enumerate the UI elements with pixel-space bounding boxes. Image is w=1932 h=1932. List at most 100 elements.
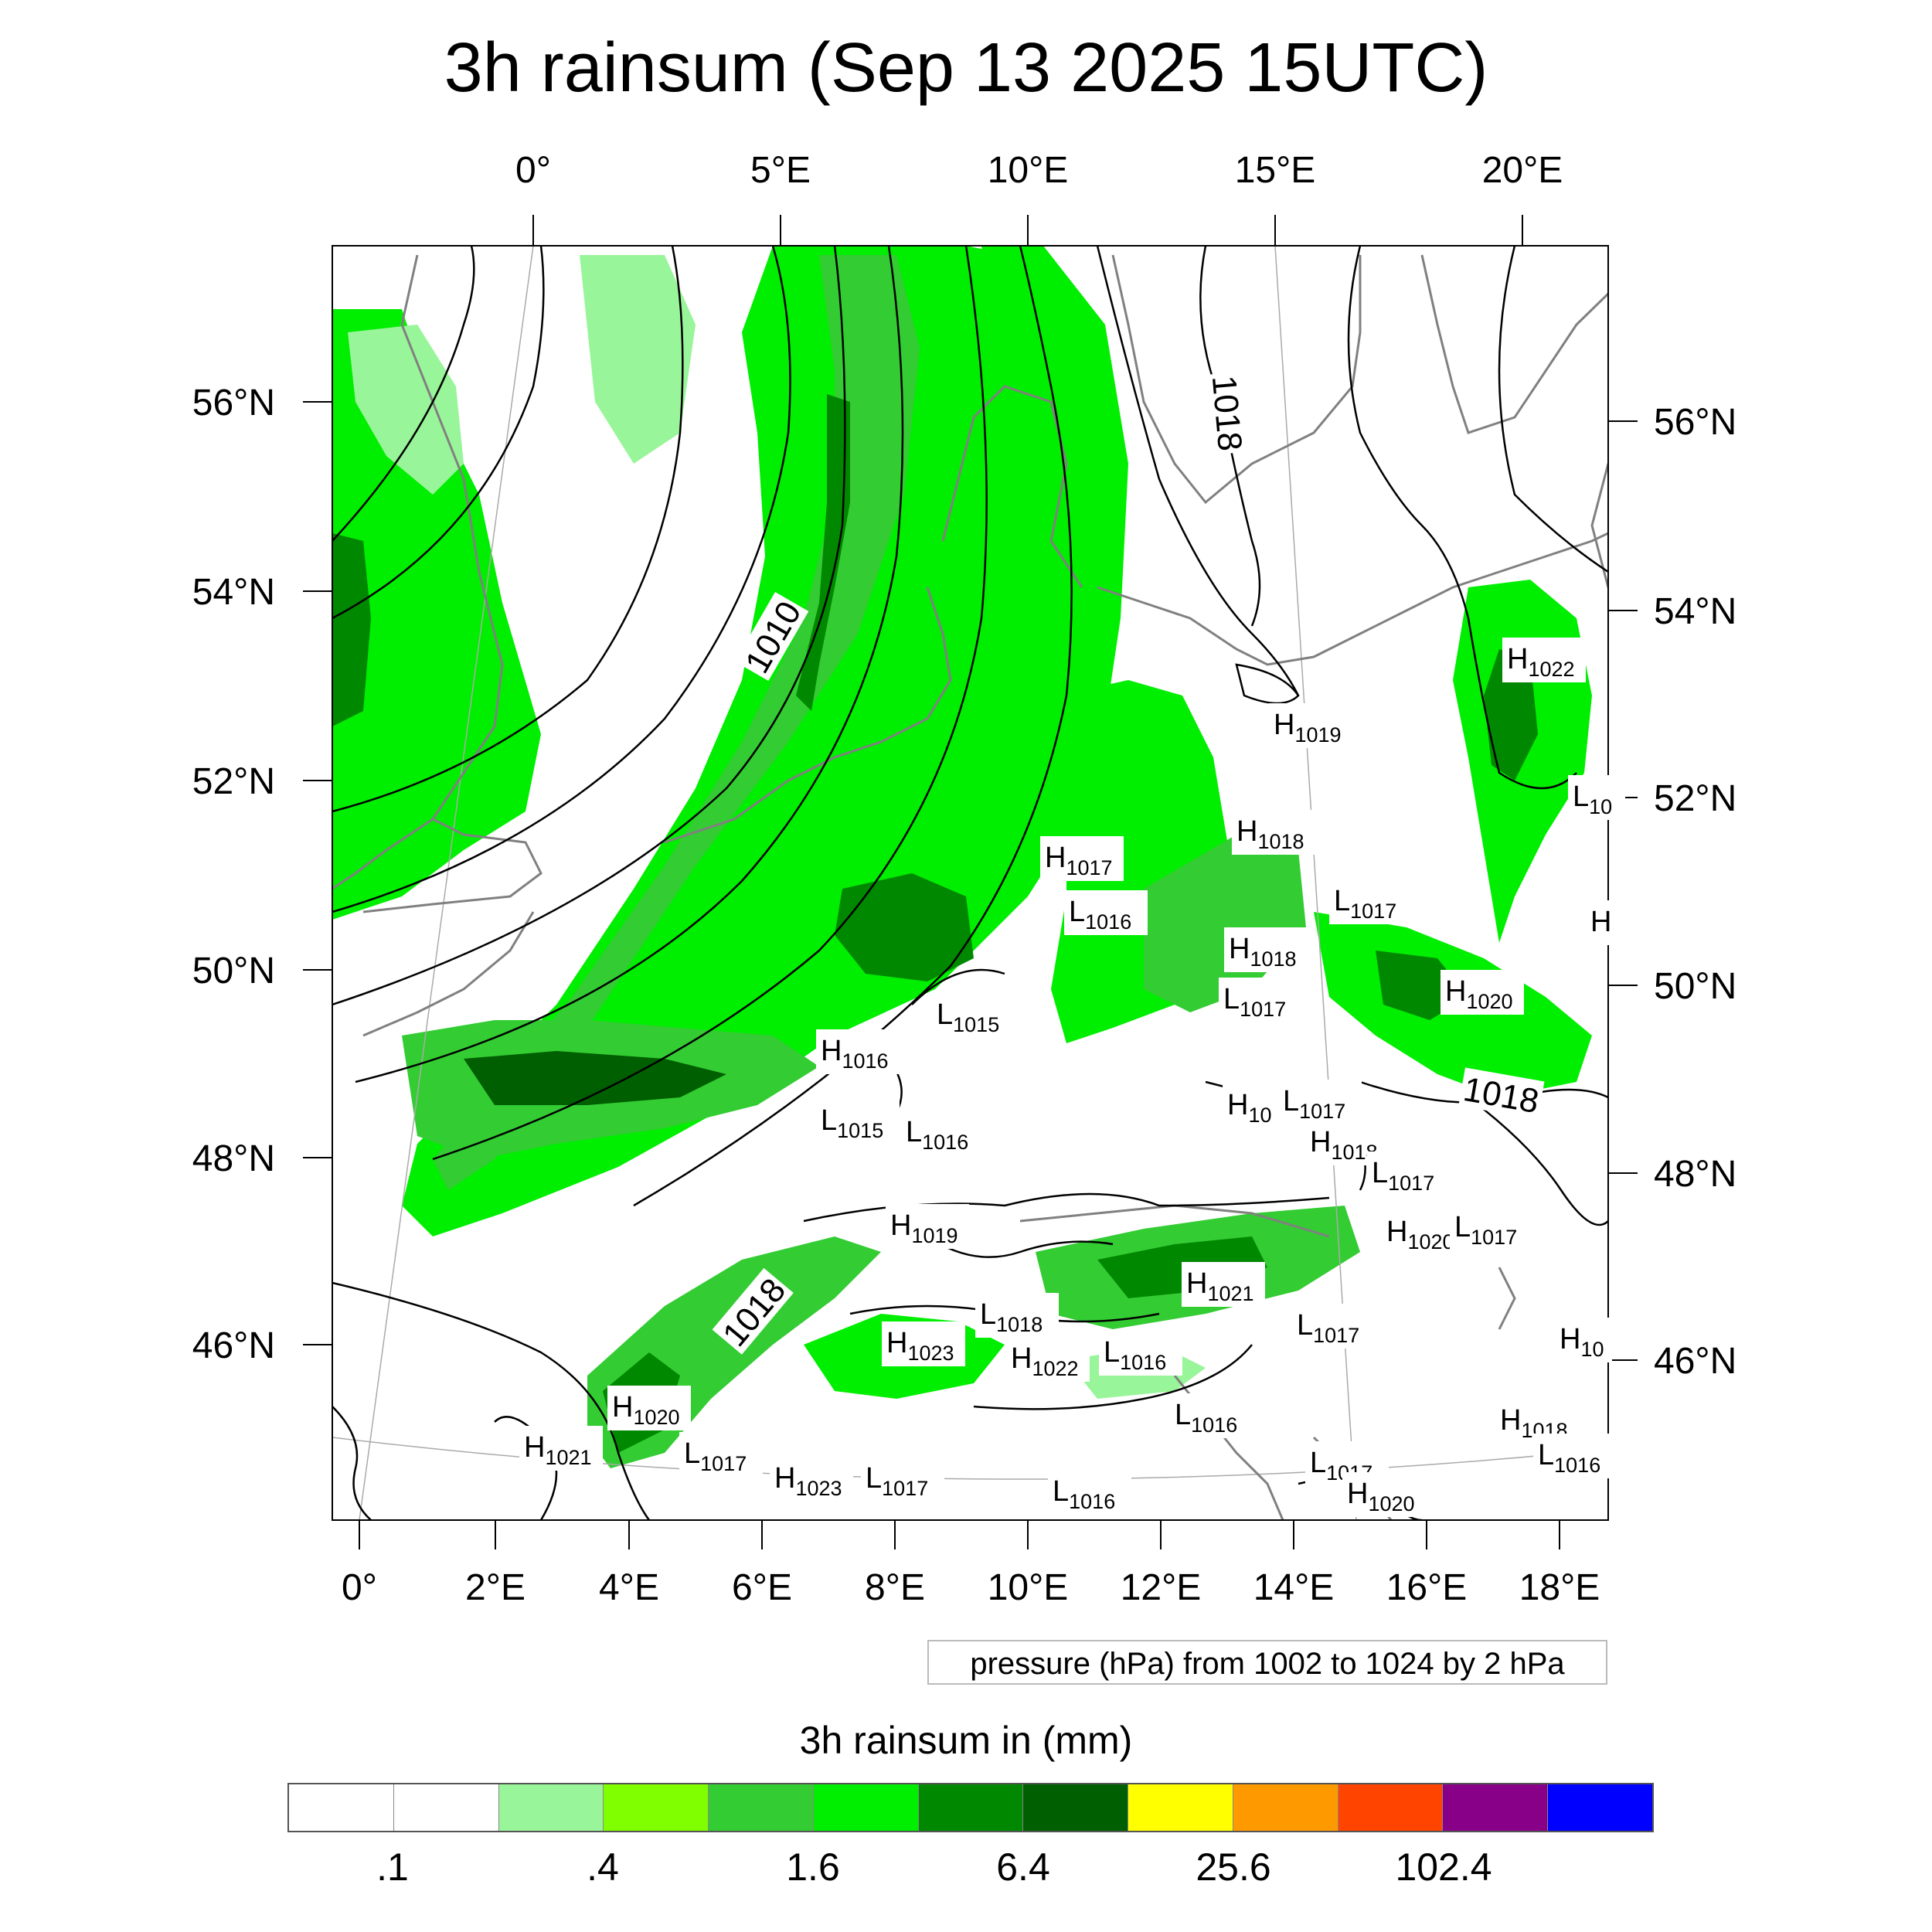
map-plot-area — [332, 246, 1608, 1520]
top-lon-label: 5°E — [750, 150, 811, 191]
rain-west-strip — [332, 309, 541, 920]
ticks — [303, 215, 1638, 1549]
colorbar-segment — [1233, 1784, 1338, 1831]
colorbar-segment — [918, 1784, 1024, 1831]
bottom-lon-label: 4°E — [599, 1567, 659, 1608]
high-pressure-label: H1016 — [816, 1029, 900, 1074]
plot-frame — [332, 245, 1609, 1521]
colorbar-segment — [1338, 1784, 1444, 1831]
colorbar-segment — [393, 1784, 499, 1831]
pressure-center-text: L1015 — [821, 1104, 883, 1142]
low-pressure-label: L1017 — [1450, 1206, 1533, 1250]
high-pressure-label: H1022 — [1006, 1337, 1090, 1382]
bottom-lon-label: 10°E — [988, 1567, 1069, 1608]
low-pressure-label: L1017 — [1278, 1080, 1362, 1124]
rain-france-dark — [464, 1051, 726, 1105]
high-pressure-label: H1019 — [1269, 703, 1352, 748]
pressure-center-text: L1018 — [980, 1298, 1043, 1336]
colorbar-tick-label: .4 — [587, 1845, 619, 1889]
low-pressure-label: L1016 — [1099, 1331, 1182, 1376]
right-lat-labels: 56°N 54°N 52°N 50°N 48°N 46°N — [1654, 402, 1736, 1382]
pressure-center-text: H1017 — [1045, 842, 1113, 879]
colorbar-segment — [1443, 1784, 1549, 1831]
high-pressure-label: H1020 — [607, 1386, 691, 1430]
pressure-center-text: H10 — [1560, 1323, 1604, 1361]
left-lat-label: 50°N — [192, 951, 275, 992]
pressure-center-text: H1018 — [1229, 933, 1297, 971]
low-pressure-label: L1017 — [861, 1457, 944, 1502]
pressure-center-text: L1016 — [1104, 1336, 1166, 1374]
pressure-center-text: L1017 — [1223, 983, 1286, 1021]
low-pressure-label: L1015 — [932, 993, 1015, 1038]
bottom-lon-label: 0° — [342, 1567, 377, 1608]
high-pressure-label: H10 — [1223, 1083, 1280, 1128]
bottom-lon-labels: 0° 2°E 4°E 6°E 8°E 10°E 12°E 14°E 16°E 1… — [342, 1567, 1600, 1608]
rain-scotland-light — [348, 325, 464, 495]
colorbar — [287, 1783, 1654, 1832]
low-pressure-label: L1016 — [1048, 1470, 1131, 1515]
high-pressure-label: H1022 — [1502, 638, 1586, 682]
pressure-center-text: L1017 — [866, 1462, 928, 1500]
high-pressure-label: H1023 — [770, 1457, 853, 1502]
top-lon-label: 0° — [515, 150, 551, 191]
pressure-center-text: L1016 — [1538, 1439, 1600, 1477]
high-pressure-label: H — [1586, 900, 1617, 945]
colorbar-segment — [813, 1784, 919, 1831]
right-lat-label: 50°N — [1654, 966, 1736, 1007]
rain-north-light — [580, 255, 696, 464]
pressure-center-text: H — [1590, 906, 1611, 938]
pressure-center-text: H10 — [1227, 1089, 1272, 1127]
pressure-center-text: H1021 — [524, 1431, 592, 1469]
pressure-center-text: H1020 — [1445, 975, 1513, 1013]
legend-title: 3h rainsum in (mm) — [799, 1719, 1133, 1762]
right-lat-label: 48°N — [1654, 1154, 1736, 1195]
colorbar-tick-label: .1 — [376, 1845, 409, 1889]
colorbar-tick-label: 102.4 — [1395, 1845, 1492, 1889]
bottom-lon-label: 6°E — [732, 1567, 792, 1608]
left-lat-labels: 56°N 54°N 52°N 50°N 48°N 46°N — [192, 383, 275, 1366]
bottom-lon-label: 18°E — [1519, 1567, 1600, 1608]
top-lon-label: 10°E — [988, 150, 1069, 191]
colorbar-tick-label: 25.6 — [1196, 1845, 1271, 1889]
pressure-center-text: H1022 — [1507, 643, 1575, 681]
colorbar-segment — [1548, 1784, 1652, 1831]
high-pressure-label: H1020 — [1440, 970, 1524, 1015]
low-pressure-label: L1017 — [1329, 879, 1413, 924]
left-lat-label: 52°N — [192, 761, 275, 802]
pressure-center-text: H1020 — [1386, 1216, 1454, 1253]
top-lon-label: 15°E — [1235, 150, 1316, 191]
top-lon-labels: 0° 5°E 10°E 15°E 20°E — [515, 150, 1563, 191]
high-pressure-label: H1017 — [1040, 836, 1124, 881]
colorbar-segment — [1023, 1784, 1129, 1831]
pressure-center-text: L10 — [1573, 781, 1612, 818]
bottom-lon-label: 16°E — [1386, 1567, 1468, 1608]
pressure-center-text: L1017 — [1454, 1211, 1517, 1249]
pressure-center-text: H1022 — [1011, 1342, 1079, 1380]
right-lat-label: 52°N — [1654, 778, 1736, 819]
right-lat-label: 46°N — [1654, 1341, 1736, 1382]
pressure-center-text: H1019 — [1274, 709, 1342, 747]
low-pressure-label: L1017 — [1367, 1151, 1451, 1196]
pressure-center-text: H1019 — [890, 1209, 958, 1247]
pressure-center-text: H1018 — [1236, 815, 1304, 853]
pressure-center-text: L1016 — [1175, 1399, 1237, 1437]
map-title: 3h rainsum (Sep 13 2025 15UTC) — [444, 29, 1488, 107]
pressure-center-text: H1020 — [1347, 1478, 1415, 1515]
bottom-lon-label: 12°E — [1121, 1567, 1202, 1608]
left-lat-label: 56°N — [192, 383, 275, 423]
colorbar-segment — [604, 1784, 709, 1831]
rain-west-dark — [332, 533, 371, 726]
pressure-center-text: L1016 — [906, 1116, 968, 1154]
low-pressure-label: L1016 — [1533, 1434, 1617, 1478]
rain-field — [332, 246, 1592, 1468]
left-lat-label: 54°N — [192, 572, 275, 613]
pressure-center-text: L1016 — [1053, 1475, 1115, 1513]
pressure-center-text: L1017 — [1334, 885, 1396, 923]
pressure-center-text: L1017 — [1283, 1085, 1345, 1123]
bottom-lon-label: 2°E — [465, 1567, 526, 1608]
pressure-center-text: H1023 — [886, 1327, 954, 1365]
low-pressure-label: L1016 — [901, 1111, 985, 1155]
high-pressure-label: H10 — [1555, 1318, 1612, 1362]
left-lat-label: 48°N — [192, 1138, 275, 1179]
